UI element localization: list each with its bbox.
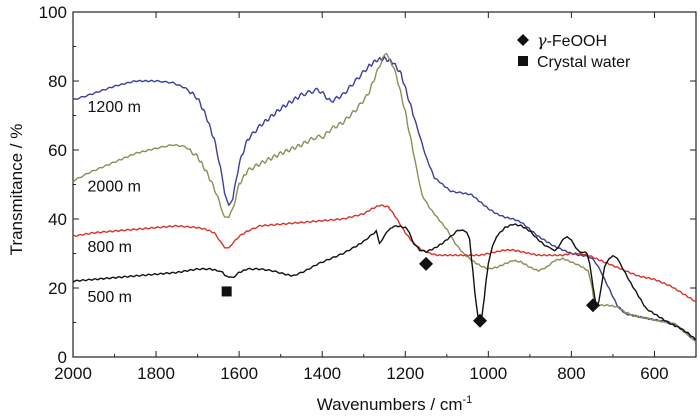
x-tick-label: 1800 <box>137 364 175 383</box>
legend: γ-FeOOH Crystal water <box>517 31 631 71</box>
series-label-2000-m: 2000 m <box>88 178 141 195</box>
series-label-800-m: 800 m <box>88 239 132 256</box>
x-tick-label: 1000 <box>469 364 507 383</box>
series-layer <box>72 52 697 343</box>
x-tick-label: 600 <box>640 364 668 383</box>
feooh-marker-2 <box>473 313 488 328</box>
legend-square-icon <box>518 56 528 66</box>
y-tick-label: 40 <box>48 210 67 229</box>
x-tick-label: 1200 <box>386 364 424 383</box>
y-axis-title: Transmitance / % <box>7 124 26 256</box>
x-tick-label: 1400 <box>303 364 341 383</box>
feooh-marker-3 <box>585 298 600 313</box>
legend-label: γ-FeOOH <box>537 31 607 50</box>
series-label-1200-m: 1200 m <box>88 99 141 116</box>
series-labels: 1200 m 2000 m 800 m 500 m <box>88 99 141 306</box>
y-tick-label: 60 <box>48 141 67 160</box>
series-line-2000-m <box>72 52 697 343</box>
y-tick-label: 80 <box>48 72 67 91</box>
x-tick-label: 2000 <box>54 364 92 383</box>
x-tick-label: 1600 <box>220 364 258 383</box>
y-tick-label: 100 <box>39 3 67 22</box>
x-axis-title-superscript: -1 <box>463 394 473 406</box>
x-tick-label: 800 <box>557 364 585 383</box>
annotation-markers <box>221 256 600 328</box>
series-line-500-m <box>72 223 697 341</box>
x-axis-title: Wavenumbers / cm-1 <box>317 394 473 414</box>
series-label-500-m: 500 m <box>88 289 132 306</box>
axes: 2000 1800 1600 1400 1200 1000 800 600 0 20 40 60 80 1… <box>7 3 697 414</box>
legend-label: Crystal water <box>537 54 631 71</box>
x-axis-title-text: Wavenumbers / cm <box>317 395 463 414</box>
series-line-800-m <box>72 204 697 303</box>
y-tick-label: 20 <box>48 279 67 298</box>
legend-diamond-icon <box>517 34 529 46</box>
feooh-marker-1 <box>419 256 434 271</box>
y-tick-label: 0 <box>58 348 67 367</box>
crystal-water-marker <box>221 286 232 297</box>
series-line-1200-m <box>72 55 697 342</box>
